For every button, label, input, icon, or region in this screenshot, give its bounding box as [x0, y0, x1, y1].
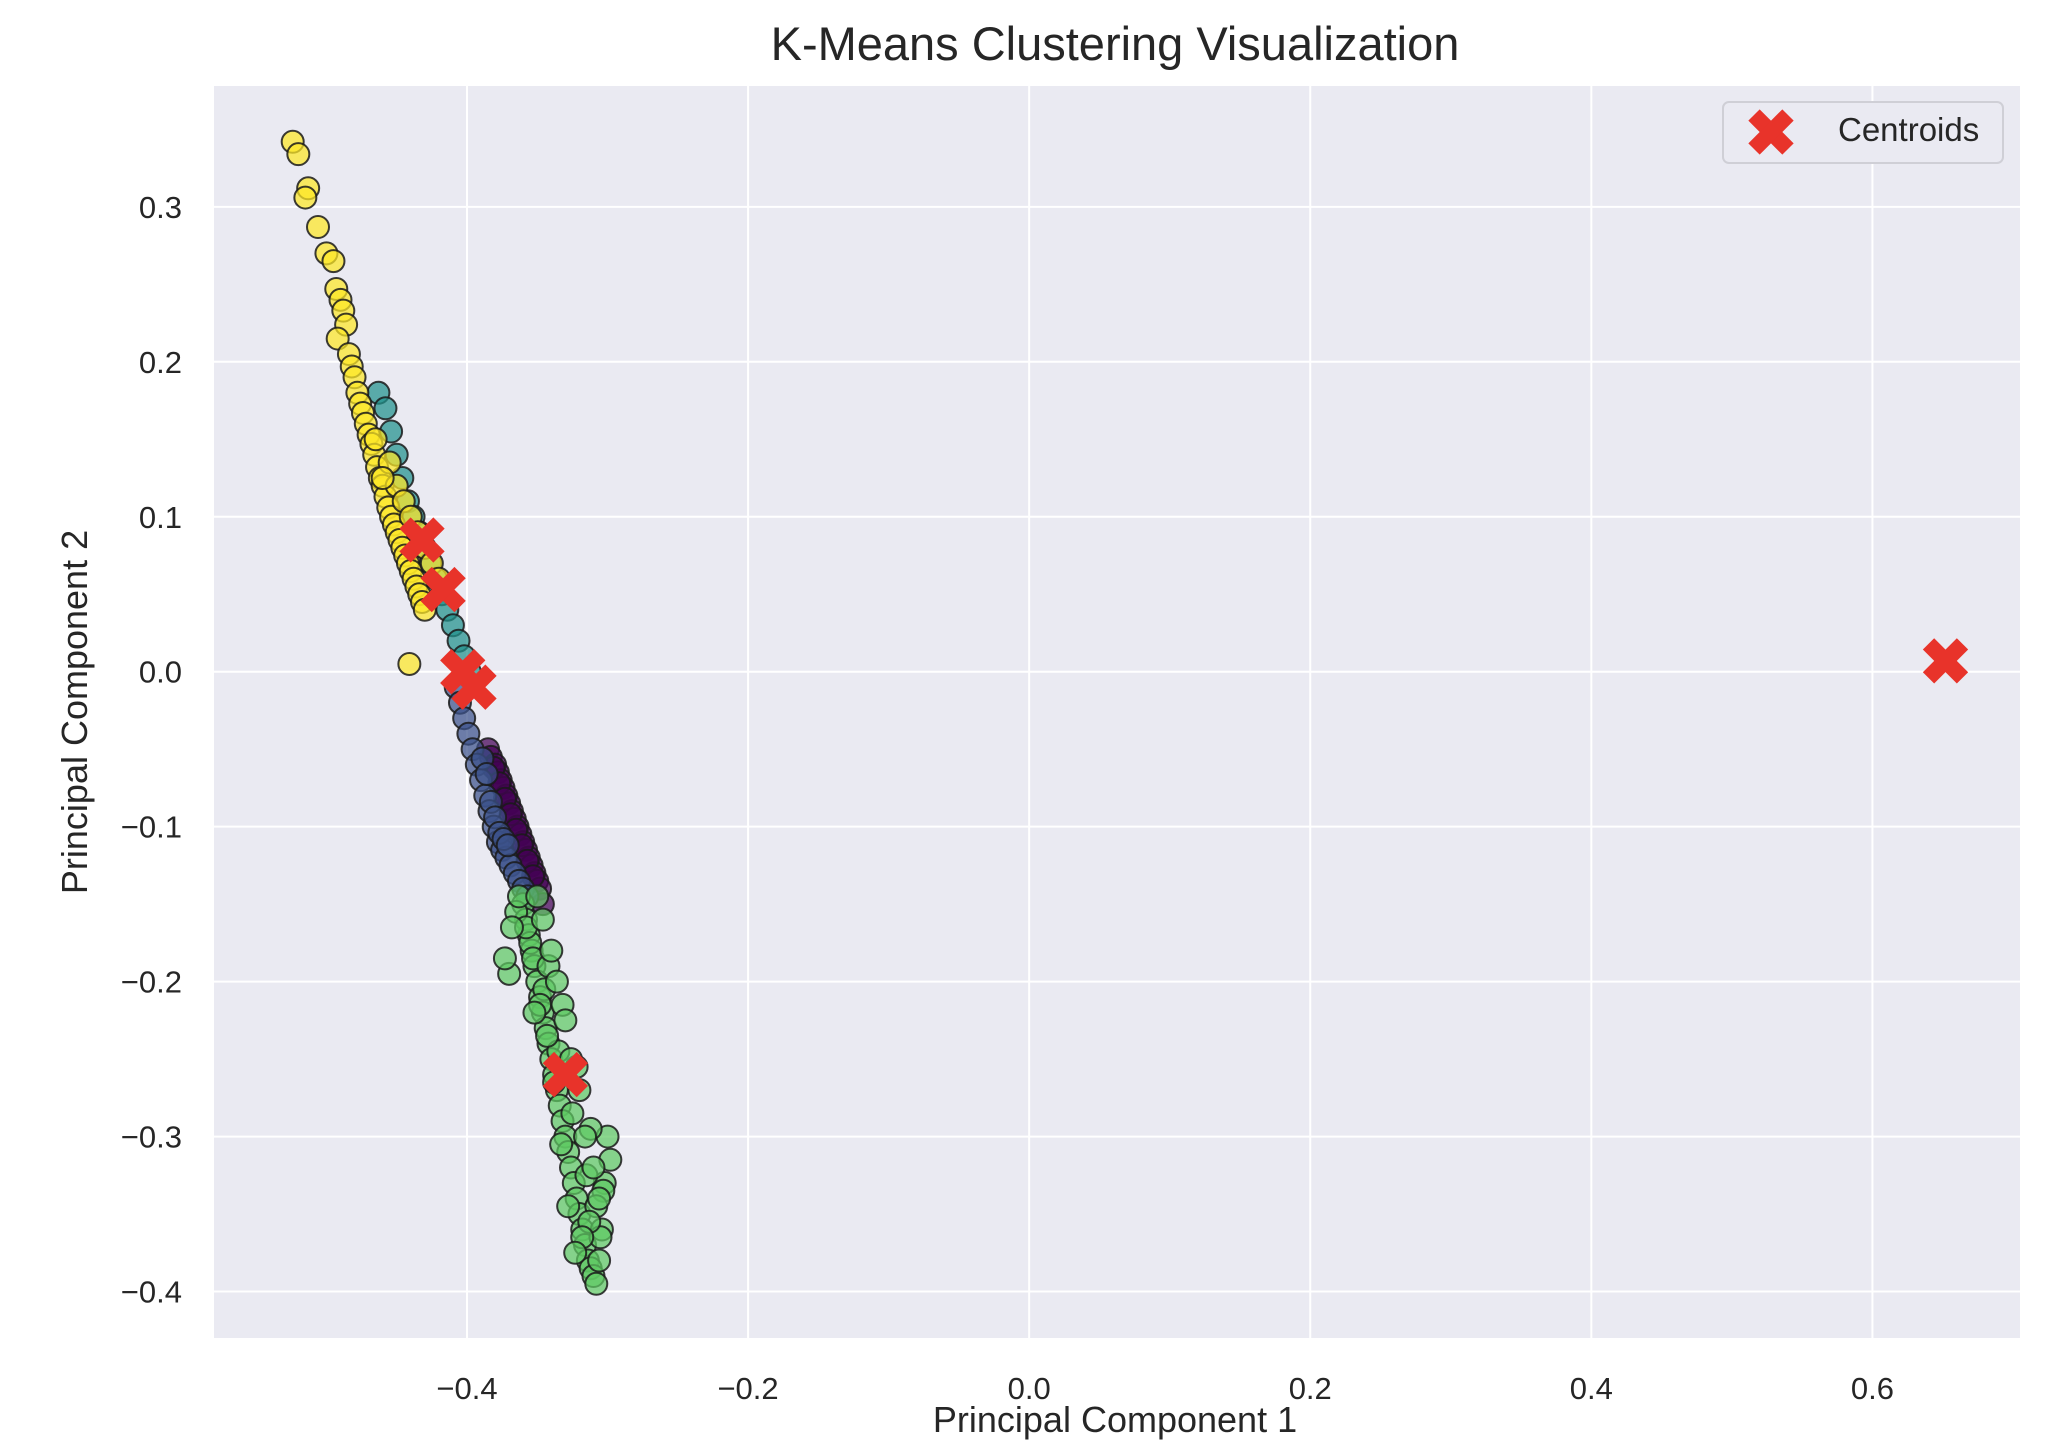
y-axis-label: Principal Component 2 — [54, 530, 95, 894]
cluster-1-point — [495, 833, 520, 858]
cluster-4-point — [286, 142, 311, 167]
y-tick-label: −0.4 — [121, 1275, 182, 1310]
cluster-3-point — [549, 1132, 574, 1157]
x-tick-label: 0.4 — [1570, 1371, 1613, 1406]
x-tick-label: −0.4 — [436, 1371, 497, 1406]
centroid-marker — [420, 566, 466, 613]
centroid-marker — [451, 664, 497, 710]
legend: Centroids — [1722, 101, 2004, 164]
cluster-3-point — [563, 1240, 588, 1265]
y-tick-label: −0.3 — [121, 1120, 182, 1155]
grid-lines — [214, 86, 2020, 1338]
cluster-3-point — [587, 1248, 612, 1273]
cluster-4-point — [293, 185, 318, 210]
x-tick-label: 0.6 — [1851, 1371, 1894, 1406]
cluster-3-point — [492, 946, 517, 971]
cluster-3-point — [522, 1000, 547, 1025]
cluster-3-point — [560, 1101, 585, 1126]
y-tick-label: 0.3 — [139, 190, 182, 225]
cluster-4-point — [397, 651, 422, 676]
cluster-3-point — [553, 1008, 578, 1033]
legend-centroid-marker — [1748, 109, 1794, 155]
cluster-4-point — [306, 215, 331, 240]
cluster-3-point — [535, 1023, 560, 1048]
plot-area — [214, 86, 2020, 1338]
cluster-3-point — [573, 1124, 598, 1149]
x-tick-label: 0.2 — [1289, 1371, 1332, 1406]
centroid-markers — [399, 517, 1969, 1098]
legend-centroid-icon — [1748, 109, 1794, 155]
cluster-3-point — [544, 969, 569, 994]
cluster-1-point — [474, 761, 499, 786]
axis-ticks: −0.4 −0.2 0.0 0.2 0.4 0.6 −0.4 −0.3 −0.2 −0.1 0.0 0… — [121, 190, 1894, 1406]
y-tick-label: −0.2 — [121, 965, 182, 1000]
data-points — [280, 129, 623, 1296]
cluster-3-point — [539, 938, 564, 963]
cluster-4-point — [321, 249, 346, 274]
chart-title: K-Means Clustering Visualization — [771, 17, 1460, 70]
legend-box — [1722, 101, 2004, 164]
y-tick-label: 0.1 — [139, 500, 182, 535]
cluster-3-point — [525, 884, 550, 909]
cluster-3-point — [499, 915, 524, 940]
cluster-3-point — [530, 907, 555, 932]
cluster-3-point — [584, 1271, 609, 1296]
cluster-4-point — [370, 466, 395, 491]
x-axis-label: Principal Component 1 — [933, 1399, 1297, 1440]
centroid-marker — [542, 1051, 589, 1098]
y-tick-label: 0.2 — [139, 345, 182, 380]
cluster-3-point — [556, 1194, 581, 1219]
cluster-3-point — [581, 1155, 606, 1180]
centroid-marker — [1922, 638, 1969, 684]
cluster-3-point — [587, 1186, 612, 1211]
y-tick-label: −0.1 — [121, 810, 182, 845]
y-tick-label: 0.0 — [139, 655, 182, 690]
cluster-4-point — [363, 427, 388, 452]
cluster-2-point — [373, 396, 398, 421]
x-tick-label: 0.0 — [1008, 1371, 1051, 1406]
centroid-marker — [399, 517, 445, 563]
x-tick-label: −0.2 — [717, 1371, 778, 1406]
legend-label-centroids: Centroids — [1838, 111, 1979, 148]
